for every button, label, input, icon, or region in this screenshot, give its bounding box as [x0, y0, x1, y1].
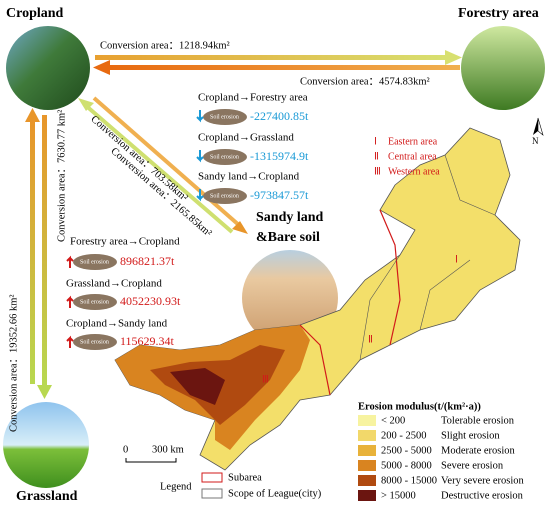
area-numeral: Ⅰ [374, 136, 377, 147]
area-label: Ⅲ [262, 374, 269, 385]
change-value: -1315974.9t [250, 149, 309, 163]
down-arrow [196, 150, 204, 163]
north-arrow: N [532, 117, 544, 146]
area-numeral: Ⅲ [374, 166, 381, 177]
area-label: Ⅱ [368, 334, 373, 345]
arrow [92, 96, 248, 234]
class-swatch [358, 415, 376, 426]
change-value: -973847.57t [250, 188, 309, 202]
flow-label: Forestry area→Cropland [70, 236, 180, 248]
down-arrow [196, 189, 204, 202]
scale-label: 0 [123, 444, 128, 455]
icon-label: Soil erosion [210, 193, 239, 199]
change-value: 896821.37t [120, 254, 175, 268]
region-destructive [170, 368, 225, 405]
flow-label: Sandy land→Cropland [198, 171, 300, 183]
up-arrow [66, 335, 74, 348]
class-label: Severe erosion [441, 460, 504, 471]
subarea-boundary [299, 324, 331, 396]
class-range: 8000 - 15000 [381, 475, 437, 486]
legend-swatch [201, 488, 223, 499]
area-legend: Ⅰ Eastern area Ⅱ Central area Ⅲ Western … [374, 136, 440, 177]
node-label: &Bare soil [256, 230, 320, 245]
scale-label: 300 km [152, 444, 184, 455]
conversion-label: Conversion area：4574.83km² [300, 76, 430, 87]
flow-label: Cropland→Grassland [198, 132, 294, 144]
arrow [78, 98, 234, 234]
down-arrow [196, 110, 204, 123]
rock-icon [203, 109, 247, 125]
erosion-legend-title: Erosion modulus(t/(km²·a)) [358, 401, 481, 412]
legend-item: Scope of League(city) [228, 488, 322, 499]
map: Ⅰ Ⅱ Ⅲ [114, 127, 521, 471]
class-swatch [358, 445, 376, 456]
up-arrow [66, 255, 74, 268]
class-label: Destructive erosion [441, 490, 524, 501]
cropland-photo [6, 26, 90, 110]
erosion-increase: Forestry area→Cropland Soil erosion 8968… [66, 236, 181, 350]
conversion-label: Conversion area：1218.94km² [100, 40, 230, 51]
area-label: Ⅰ [455, 254, 458, 265]
scale-bar: 0 300 km [123, 444, 184, 463]
forestry-photo [461, 26, 545, 110]
class-label: Slight erosion [441, 430, 500, 441]
area-name: Western area [388, 166, 440, 177]
area-name: Eastern area [388, 136, 438, 147]
class-range: 5000 - 8000 [381, 460, 432, 471]
conversion-label: Conversion area：19352.66 km² [8, 294, 19, 432]
legend-swatch [201, 472, 223, 483]
arrow [37, 115, 52, 399]
icon-label: Soil erosion [80, 339, 109, 345]
arrow [93, 60, 460, 75]
legend: Legend Subarea Scope of League(city) [160, 472, 322, 499]
class-swatch [358, 430, 376, 441]
erosion-decrease: Cropland→Forestry area Soil erosion -227… [196, 92, 309, 204]
class-label: Very severe erosion [441, 475, 525, 486]
flow-label: Cropland→Forestry area [198, 92, 308, 104]
grassland-photo [3, 402, 89, 488]
class-range: 2500 - 5000 [381, 445, 432, 456]
erosion-legend: Erosion modulus(t/(km²·a)) < 200 Tolerab… [358, 401, 525, 501]
node-label: Sandy land [256, 210, 324, 225]
class-range: 200 - 2500 [381, 430, 427, 441]
conversion-label: Conversion area：703.58km² [88, 114, 189, 204]
legend-title: Legend [160, 481, 192, 492]
icon-label: Soil erosion [80, 259, 109, 265]
area-numeral: Ⅱ [374, 151, 379, 162]
icon-label: Soil erosion [210, 114, 239, 120]
icon-label: Soil erosion [210, 154, 239, 160]
class-range: < 200 [381, 415, 405, 426]
area-name: Central area [388, 151, 437, 162]
conversion-label: Conversion area：7630.77 km² [56, 110, 67, 242]
change-value: -227400.85t [250, 109, 309, 123]
arrow [95, 50, 462, 65]
rock-icon [203, 188, 247, 204]
class-swatch [358, 460, 376, 471]
legend-item: Subarea [228, 472, 262, 483]
flow-label: Grassland→Cropland [66, 278, 162, 290]
rock-icon [203, 149, 247, 165]
conversion-label: Conversion area：2165.85km² [108, 146, 213, 239]
class-label: Tolerable erosion [441, 415, 515, 426]
change-value: 4052230.93t [120, 294, 181, 308]
node-label: Forestry area [458, 6, 539, 21]
class-swatch [358, 490, 376, 501]
node-label: Grassland [16, 489, 78, 504]
node-label: Cropland [6, 6, 64, 21]
up-arrow [66, 295, 74, 308]
league-boundary [359, 154, 496, 361]
rock-icon [73, 254, 117, 270]
change-value: 115629.34t [120, 334, 175, 348]
north-label: N [532, 136, 539, 146]
rock-icon [73, 334, 117, 350]
flow-label: Cropland→Sandy land [66, 318, 168, 330]
icon-label: Soil erosion [80, 299, 109, 305]
class-swatch [358, 475, 376, 486]
class-label: Moderate erosion [441, 445, 516, 456]
subarea-boundary [379, 209, 401, 346]
rock-icon [73, 294, 117, 310]
class-range: > 15000 [381, 490, 416, 501]
arrow [25, 108, 40, 384]
